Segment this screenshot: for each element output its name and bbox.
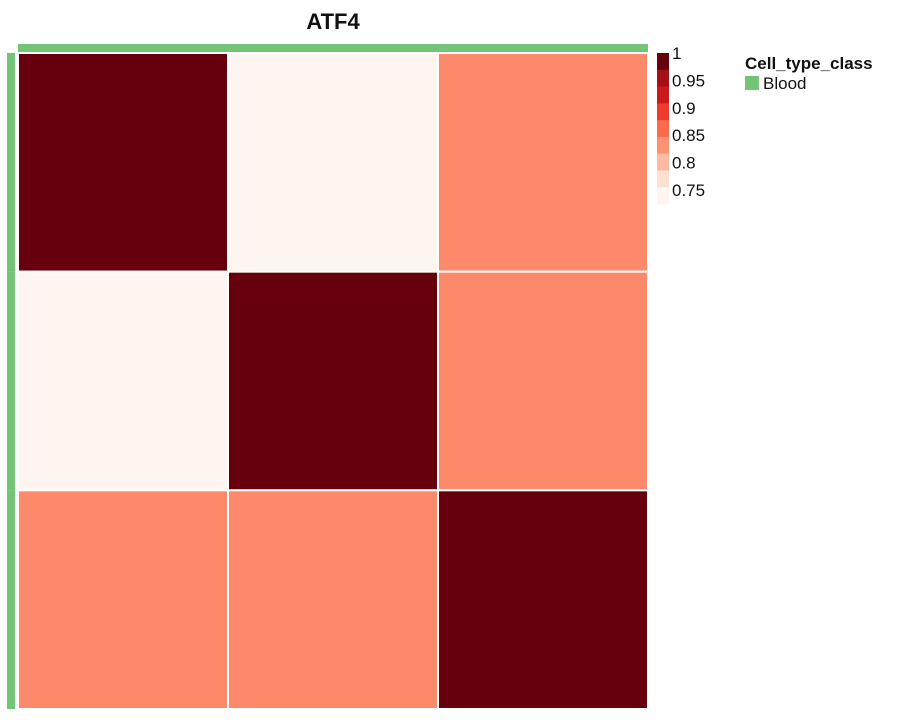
annotation-legend-swatch [745, 76, 759, 90]
color-scale-tick-label: 0.95 [672, 71, 705, 90]
color-scale-swatch-1 [657, 53, 669, 71]
column-annotation-cell-3 [438, 44, 648, 52]
color-scale-tick-label: 0.85 [672, 126, 705, 145]
row-annotation-bar [7, 53, 15, 709]
color-scale-swatch-6 [657, 136, 669, 155]
heatmap-cell-r3-c1 [17, 489, 229, 711]
annotation-legend-title: Cell_type_class [745, 54, 873, 73]
heatmap-cell-r2-c1 [17, 270, 229, 492]
heatmap-cell-r1-c2 [227, 52, 439, 273]
color-scale-swatch-5 [657, 120, 669, 138]
heatmap-cell-r3-c3 [437, 489, 649, 711]
color-scale-tick-label: 0.75 [672, 181, 705, 200]
column-annotation-bar [18, 44, 648, 52]
color-scale-tick-label: 1 [672, 44, 681, 63]
color-scale-legend: 1 0.95 0.9 0.85 0.8 0.75 [657, 44, 705, 205]
heatmap-cell-r2-c3 [437, 270, 649, 492]
heatmap-cell-r1-c3 [437, 52, 649, 273]
color-scale-ticks: 1 0.95 0.9 0.85 0.8 0.75 [672, 44, 705, 200]
row-annotation-cell-2 [7, 271, 15, 491]
annotation-legend: Cell_type_class Blood [745, 54, 873, 93]
chart-title: ATF4 [306, 9, 360, 34]
column-annotation-cell-2 [228, 44, 438, 52]
color-scale-swatch-3 [657, 86, 669, 104]
annotation-legend-label: Blood [763, 74, 806, 93]
heatmap-cell-r2-c2 [227, 270, 439, 492]
row-annotation-cell-3 [7, 490, 15, 709]
color-scale-swatches [657, 53, 669, 205]
heatmap-grid [17, 52, 649, 711]
color-scale-tick-label: 0.9 [672, 99, 696, 118]
annotation-legend-entries: Blood [745, 74, 806, 93]
heatmap-cell-r1-c1 [17, 52, 229, 273]
color-scale-swatch-8 [657, 170, 669, 188]
row-annotation-cell-1 [7, 53, 15, 272]
color-scale-tick-label: 0.8 [672, 154, 696, 173]
color-scale-swatch-7 [657, 153, 669, 171]
color-scale-swatch-2 [657, 69, 669, 88]
heatmap-cell-r3-c2 [227, 489, 439, 711]
color-scale-swatch-4 [657, 103, 669, 121]
column-annotation-cell-1 [18, 44, 228, 52]
color-scale-swatch-9 [657, 187, 669, 205]
